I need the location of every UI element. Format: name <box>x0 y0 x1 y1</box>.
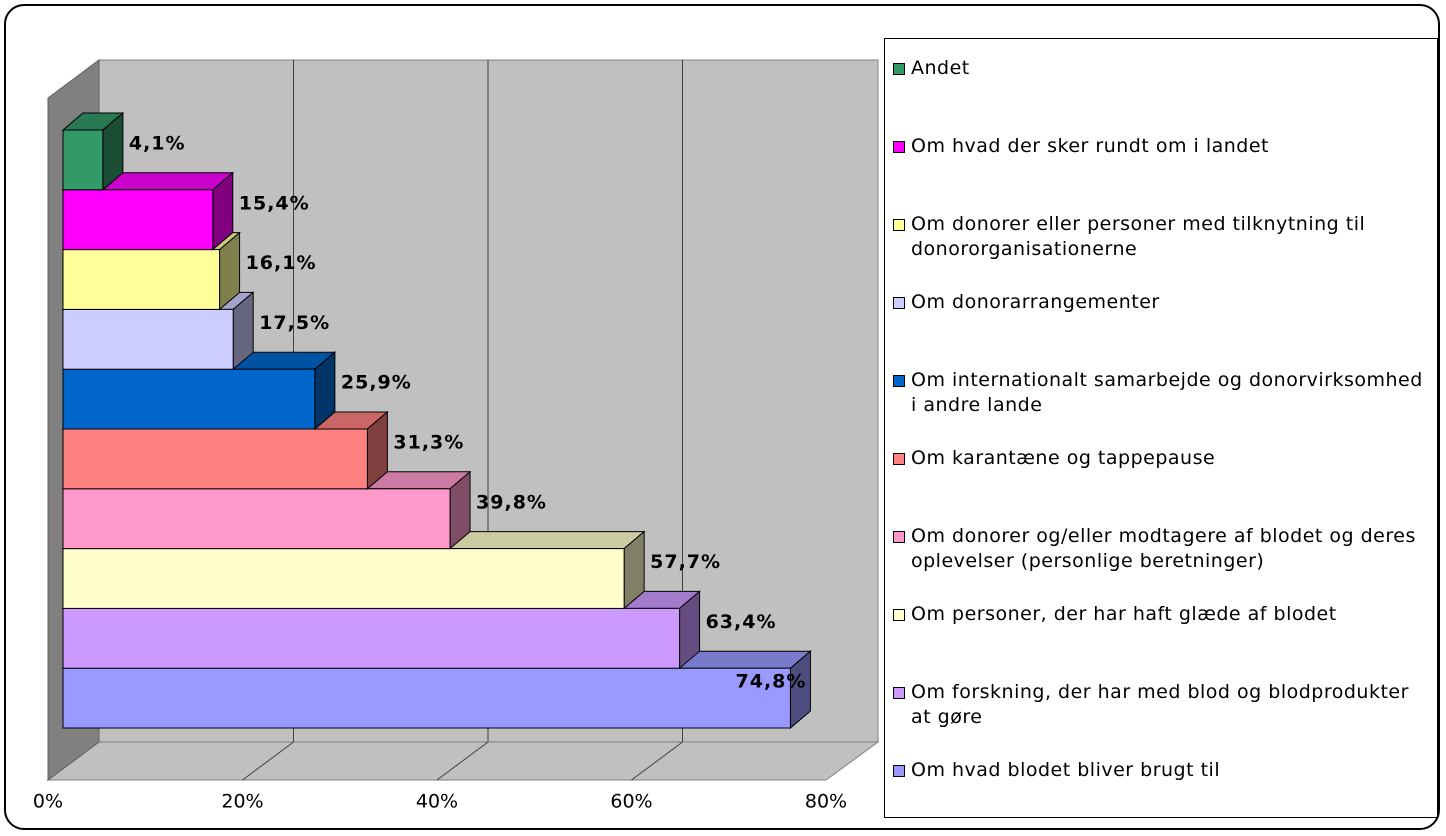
value-label: 25,9% <box>341 372 412 394</box>
floor-grid-line <box>631 741 683 781</box>
legend-item: Om internationalt samarbejde og donorvir… <box>893 368 1431 418</box>
x-tick-label: 80% <box>805 791 847 813</box>
value-label: 17,5% <box>259 312 330 334</box>
legend-item: Om donorer eller personer med tilknytnin… <box>893 212 1431 262</box>
legend-label: Om personer, der har haft glæde af blode… <box>911 603 1337 625</box>
bar <box>62 189 214 251</box>
bar <box>62 368 316 430</box>
x-tick-label: 40% <box>416 791 458 813</box>
bar <box>62 249 221 310</box>
x-tick-label: 60% <box>610 791 652 813</box>
value-label: 31,3% <box>393 432 464 454</box>
legend-swatch <box>893 453 905 465</box>
legend-label: Om hvad blodet bliver brugt til <box>911 759 1221 781</box>
value-label: 16,1% <box>246 252 317 274</box>
bar <box>62 548 625 609</box>
floor-grid-line <box>242 741 294 781</box>
bar <box>62 428 368 490</box>
legend-item: Om personer, der har haft glæde af blode… <box>893 602 1431 627</box>
value-label: 57,7% <box>650 551 721 573</box>
legend: Andet Om hvad der sker rundt om i landet O… <box>884 38 1438 818</box>
legend-swatch <box>893 297 905 309</box>
legend-swatch <box>893 531 905 543</box>
bar <box>62 607 681 669</box>
value-label: 74,8% <box>736 671 807 693</box>
legend-swatch <box>893 375 905 387</box>
x-tick-label: 20% <box>221 791 263 813</box>
legend-label: Om karantæne og tappepause <box>911 447 1216 469</box>
legend-swatch <box>893 687 905 699</box>
legend-item: Om hvad blodet bliver brugt til <box>893 758 1431 783</box>
value-label: 63,4% <box>706 611 777 633</box>
value-label: 4,1% <box>129 133 186 155</box>
legend-item: Om karantæne og tappepause <box>893 446 1431 471</box>
legend-swatch <box>893 63 905 75</box>
legend-swatch <box>893 219 905 231</box>
x-tick-label: 0% <box>33 791 63 813</box>
bar <box>62 488 451 550</box>
legend-item: Om donorer og/eller modtagere af blodet … <box>893 524 1431 574</box>
legend-label: Andet <box>911 57 970 79</box>
legend-swatch <box>893 765 905 777</box>
chart-frame <box>4 4 1440 830</box>
legend-label: Om donorarrangementer <box>911 291 1160 313</box>
legend-item: Om donorarrangementer <box>893 290 1431 315</box>
legend-swatch <box>893 141 905 153</box>
bar <box>62 667 791 729</box>
legend-label: Om donorer og/eller modtagere af blodet … <box>911 525 1416 572</box>
legend-label: Om hvad der sker rundt om i landet <box>911 135 1269 157</box>
legend-label: Om donorer eller personer med tilknytnin… <box>911 213 1366 260</box>
legend-item: Om forskning, der har med blod og blodpr… <box>893 680 1431 730</box>
bar <box>62 129 104 191</box>
bar <box>62 308 234 370</box>
value-label: 39,8% <box>476 491 547 513</box>
value-label: 15,4% <box>239 192 310 214</box>
legend-item: Om hvad der sker rundt om i landet <box>893 134 1431 159</box>
floor-grid-line <box>436 741 489 781</box>
legend-item: Andet <box>893 56 1431 81</box>
legend-label: Om internationalt samarbejde og donorvir… <box>911 369 1423 416</box>
legend-label: Om forskning, der har med blod og blodpr… <box>911 681 1409 728</box>
legend-swatch <box>893 609 905 621</box>
